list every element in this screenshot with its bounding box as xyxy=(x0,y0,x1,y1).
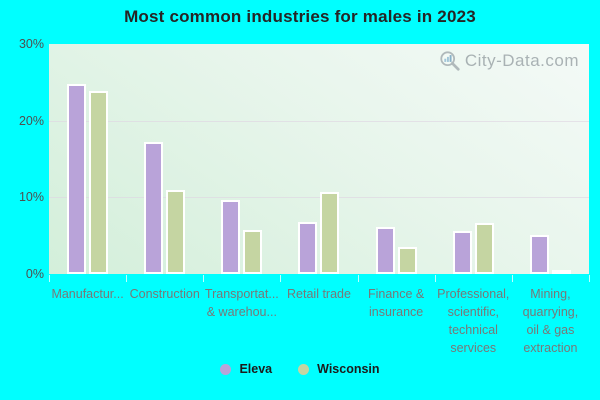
x-category-label-line: services xyxy=(450,341,497,355)
x-category-label-line: quarrying, xyxy=(522,305,579,319)
legend-item-eleva: Eleva xyxy=(220,362,272,376)
y-tick-label: 0% xyxy=(25,267,44,281)
legend-swatch-icon xyxy=(298,363,310,375)
bar-wisconsin[interactable] xyxy=(89,90,109,274)
bar-wisconsin[interactable] xyxy=(474,223,494,274)
bar-group-1 xyxy=(49,44,126,274)
plot-area: City-Data.com xyxy=(49,44,589,274)
x-category-label: Retail trade xyxy=(280,285,357,303)
y-tick-label: 30% xyxy=(18,37,44,51)
x-category-label: Construction xyxy=(126,285,203,303)
watermark[interactable]: City-Data.com xyxy=(439,50,579,72)
gridline-20 xyxy=(49,120,589,122)
x-category-label-line: & warehou... xyxy=(206,305,277,319)
x-axis-tick xyxy=(434,275,436,282)
x-category-label: Manufactur... xyxy=(49,285,126,303)
bar-wisconsin[interactable] xyxy=(166,189,186,274)
chart-title: Most common industries for males in 2023 xyxy=(124,7,476,26)
legend-item-wisconsin: Wisconsin xyxy=(298,362,380,376)
bar-wisconsin[interactable] xyxy=(551,270,571,274)
x-category-label-line: Manufactur... xyxy=(51,287,124,301)
x-category-label-line: scientific, xyxy=(447,305,499,319)
legend-label: Eleva xyxy=(239,362,273,376)
bar-wisconsin[interactable] xyxy=(397,247,417,274)
x-category-label-line: extraction xyxy=(523,341,578,355)
legend-swatch-icon xyxy=(220,363,232,375)
bar-group-6 xyxy=(435,44,512,274)
bar-group-2 xyxy=(126,44,203,274)
y-tick-label: 20% xyxy=(18,113,44,128)
bar-eleva[interactable] xyxy=(452,231,472,274)
x-category-label-line: Finance & xyxy=(367,287,425,301)
magnifier-bar-chart-icon xyxy=(439,50,461,72)
gridline-10 xyxy=(49,197,589,199)
x-axis-tick xyxy=(589,275,590,282)
x-category-label-line: insurance xyxy=(369,305,424,319)
x-axis-tick xyxy=(511,275,513,282)
x-axis-tick xyxy=(126,275,128,282)
bar-wisconsin[interactable] xyxy=(320,191,340,274)
x-category-label-line: Construction xyxy=(129,287,200,301)
bar-eleva[interactable] xyxy=(67,83,87,274)
bar-group-4 xyxy=(280,44,357,274)
x-axis-tick xyxy=(49,275,50,282)
x-axis-tick xyxy=(203,275,205,282)
x-category-label-line: Professional, xyxy=(437,287,510,301)
x-category-label: Finance & insurance xyxy=(358,285,435,321)
bar-group-5 xyxy=(358,44,435,274)
bar-eleva[interactable] xyxy=(375,227,395,274)
x-category-label-line: technical xyxy=(448,323,498,337)
bar-group-3 xyxy=(203,44,280,274)
x-category-label: Mining, quarrying, oil & gas extraction xyxy=(512,285,589,357)
x-axis-tick xyxy=(357,275,359,282)
bar-eleva[interactable] xyxy=(221,200,241,274)
watermark-text: City-Data.com xyxy=(464,51,579,70)
bar-group-7 xyxy=(512,44,589,274)
x-category-label-line: Mining, xyxy=(530,287,571,301)
x-category-label-line: oil & gas xyxy=(526,323,575,337)
y-tick-label: 10% xyxy=(18,190,44,205)
bar-eleva[interactable] xyxy=(298,221,318,274)
x-axis-tick xyxy=(280,275,282,282)
bar-eleva[interactable] xyxy=(529,234,549,274)
x-category-label-line: Transportat... xyxy=(204,287,279,301)
legend: Eleva Wisconsin xyxy=(0,362,600,376)
bar-wisconsin[interactable] xyxy=(243,229,263,274)
legend-label: Wisconsin xyxy=(317,362,380,376)
bar-eleva[interactable] xyxy=(144,142,164,274)
x-category-label: Professional, scientific, technical service… xyxy=(435,285,512,357)
x-category-label-line: Retail trade xyxy=(287,287,351,301)
x-category-label: Transportat... & warehou... xyxy=(203,285,280,321)
